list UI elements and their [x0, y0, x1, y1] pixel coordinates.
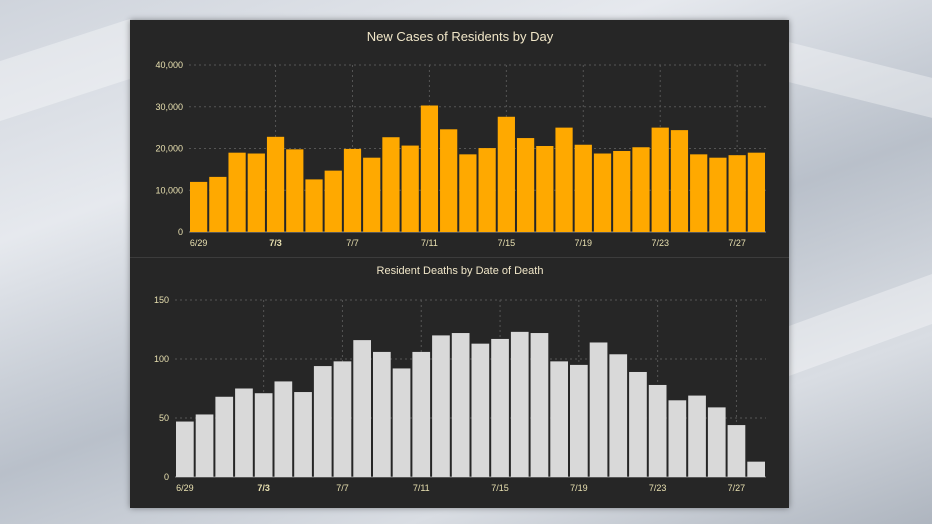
cases-x-tick-label: 7/27: [728, 238, 746, 248]
cases-chart-title: New Cases of Residents by Day: [367, 29, 554, 44]
deaths-bar-7-27[interactable]: [727, 425, 746, 477]
cases-bar-7-26[interactable]: [709, 157, 727, 232]
cases-bar-7-6[interactable]: [324, 170, 342, 232]
deaths-chart-title: Resident Deaths by Date of Death: [377, 265, 544, 277]
cases-y-tick-label: 20,000: [155, 144, 183, 154]
deaths-x-tick-label: 7/15: [491, 483, 509, 493]
background-stripe: [0, 18, 130, 122]
cases-bar-7-10[interactable]: [401, 145, 419, 232]
deaths-x-tick-label: 7/23: [649, 483, 667, 493]
cases-x-tick-label: 7/15: [498, 238, 516, 248]
deaths-bar-7-15[interactable]: [491, 338, 509, 477]
cases-y-tick-label: 0: [178, 227, 183, 237]
deaths-bar-7-17[interactable]: [530, 333, 549, 477]
deaths-x-tick-label: 7/27: [728, 483, 746, 493]
cases-x-tick-label: 7/19: [575, 238, 593, 248]
deaths-bar-7-14[interactable]: [471, 343, 490, 477]
cases-bar-7-23[interactable]: [651, 127, 669, 232]
deaths-bar-7-1[interactable]: [215, 396, 234, 477]
deaths-bar-7-7[interactable]: [333, 361, 352, 477]
cases-bar-7-11[interactable]: [420, 105, 439, 232]
cases-bar-7-3[interactable]: [266, 136, 285, 232]
cases-bar-7-4[interactable]: [286, 149, 304, 232]
cases-y-tick-label: 40,000: [155, 60, 183, 70]
cases-y-tick-label: 10,000: [155, 185, 183, 195]
deaths-x-tick-label: 7/11: [413, 483, 430, 493]
deaths-bar-7-25[interactable]: [688, 395, 706, 477]
deaths-x-tick-label: 6/29: [176, 483, 194, 493]
deaths-bar-7-22[interactable]: [629, 371, 647, 477]
deaths-bar-7-21[interactable]: [609, 354, 628, 477]
deaths-y-tick-label: 50: [159, 413, 169, 423]
dashboard-panel: New Cases of Residents by Day Resident D…: [130, 20, 789, 508]
cases-bar-7-28[interactable]: [747, 152, 765, 232]
charts-svg: New Cases of Residents by Day Resident D…: [154, 29, 766, 493]
cases-bar-7-27[interactable]: [728, 155, 746, 232]
deaths-y-tick-label: 100: [154, 354, 169, 364]
deaths-bar-6-30[interactable]: [195, 414, 214, 477]
deaths-bar-7-16[interactable]: [510, 331, 529, 477]
deaths-x-tick-label: 7/3: [257, 483, 270, 493]
cases-bar-7-14[interactable]: [478, 148, 496, 232]
cases-bar-7-18[interactable]: [555, 127, 573, 232]
cases-bar-7-5[interactable]: [305, 179, 323, 232]
background-stripe: [789, 42, 932, 118]
cases-x-tick-label: 7/11: [421, 238, 438, 248]
cases-x-tick-label: 7/7: [346, 238, 359, 248]
cases-bar-7-21[interactable]: [613, 151, 631, 232]
cases-bar-7-13[interactable]: [459, 154, 477, 232]
cases-bar-7-8[interactable]: [363, 157, 381, 232]
cases-x-tick-label: 6/29: [190, 238, 208, 248]
deaths-bar-7-18[interactable]: [550, 361, 568, 477]
cases-bar-7-9[interactable]: [382, 137, 400, 232]
deaths-bar-7-4[interactable]: [274, 381, 293, 477]
deaths-bar-7-10[interactable]: [392, 368, 411, 477]
cases-bar-6-30[interactable]: [209, 176, 227, 232]
deaths-y-tick-label: 0: [164, 472, 169, 482]
cases-bar-7-25[interactable]: [690, 154, 708, 232]
deaths-bar-7-19[interactable]: [570, 364, 588, 477]
deaths-bar-6-29[interactable]: [176, 421, 194, 477]
cases-bar-7-12[interactable]: [440, 129, 458, 232]
deaths-x-tick-label: 7/19: [570, 483, 588, 493]
cases-bar-7-16[interactable]: [516, 138, 535, 232]
cases-chart: 0 10,000 20,000 30,000 40,000 6/29 7/3 7/7 7/11 7…: [155, 60, 766, 248]
deaths-bar-7-8[interactable]: [353, 340, 371, 477]
deaths-bar-7-6[interactable]: [313, 366, 332, 477]
cases-bar-6-29[interactable]: [190, 181, 208, 232]
cases-bar-7-15[interactable]: [497, 116, 515, 232]
cases-bar-7-19[interactable]: [574, 144, 592, 232]
deaths-bar-7-5[interactable]: [294, 392, 312, 477]
deaths-bar-7-3[interactable]: [254, 393, 273, 477]
cases-bar-7-17[interactable]: [536, 145, 554, 232]
cases-bar-7-24[interactable]: [670, 130, 689, 232]
cases-x-tick-label: 7/3: [269, 238, 282, 248]
deaths-bar-7-24[interactable]: [668, 400, 687, 477]
deaths-bar-7-26[interactable]: [707, 407, 726, 477]
cases-bar-7-20[interactable]: [593, 153, 612, 232]
deaths-x-tick-label: 7/7: [336, 483, 349, 493]
deaths-bar-7-2[interactable]: [235, 388, 253, 478]
cases-y-tick-label: 30,000: [155, 102, 183, 112]
deaths-y-tick-label: 150: [154, 295, 169, 305]
deaths-bar-7-12[interactable]: [432, 335, 450, 477]
cases-bar-7-7[interactable]: [343, 148, 362, 232]
cases-bar-7-2[interactable]: [247, 153, 265, 232]
deaths-bar-7-28[interactable]: [747, 461, 765, 477]
deaths-bar-7-20[interactable]: [589, 342, 608, 477]
cases-bar-7-1[interactable]: [228, 152, 246, 232]
background-stripe: [789, 273, 932, 377]
deaths-bar-7-11[interactable]: [412, 351, 431, 477]
deaths-bar-7-13[interactable]: [451, 333, 470, 477]
panel-divider: [130, 257, 789, 258]
cases-x-tick-label: 7/23: [651, 238, 669, 248]
deaths-bar-7-9[interactable]: [373, 351, 391, 477]
cases-bar-7-22[interactable]: [632, 147, 650, 232]
deaths-bar-7-23[interactable]: [648, 384, 667, 477]
deaths-chart: 0 50 100 150 6/29 7/3 7/7 7/11 7/15 7/19 7/23 7/27: [154, 295, 766, 493]
